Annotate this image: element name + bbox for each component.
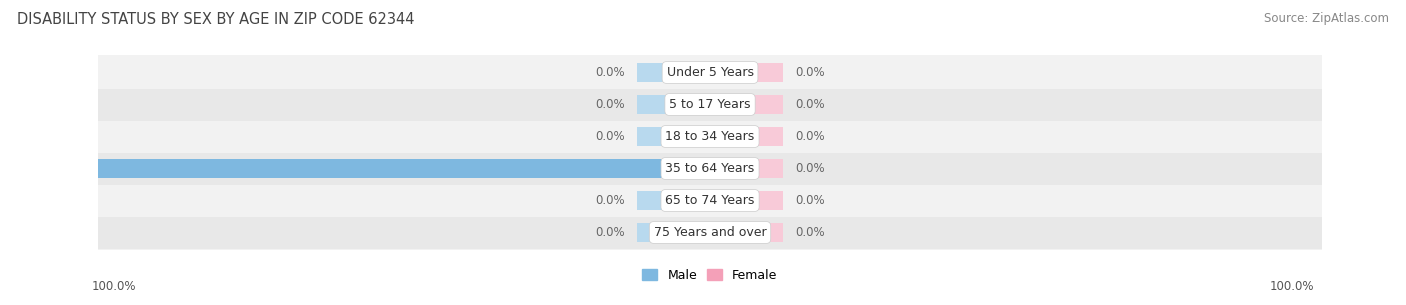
Bar (637, 127, 710, 146)
Bar (98, 185, 1322, 217)
Text: 0.0%: 0.0% (796, 98, 825, 111)
Bar (98, 217, 1322, 249)
Text: 0.0%: 0.0% (595, 66, 624, 79)
Bar (637, 95, 710, 114)
Text: 18 to 34 Years: 18 to 34 Years (665, 130, 755, 143)
Bar (710, 63, 783, 82)
Bar (98, 88, 1322, 120)
Bar (710, 223, 783, 242)
Text: 100.0%: 100.0% (91, 280, 136, 293)
Bar (710, 159, 783, 178)
Bar (98, 120, 1322, 152)
Text: DISABILITY STATUS BY SEX BY AGE IN ZIP CODE 62344: DISABILITY STATUS BY SEX BY AGE IN ZIP C… (17, 12, 415, 27)
Bar (98, 159, 710, 178)
Text: 0.0%: 0.0% (796, 130, 825, 143)
Text: 0.0%: 0.0% (796, 162, 825, 175)
Text: 65 to 74 Years: 65 to 74 Years (665, 194, 755, 207)
Bar (710, 191, 783, 210)
Text: Source: ZipAtlas.com: Source: ZipAtlas.com (1264, 12, 1389, 25)
Bar (710, 127, 783, 146)
Bar (637, 63, 710, 82)
Text: 0.0%: 0.0% (796, 66, 825, 79)
Text: 5 to 17 Years: 5 to 17 Years (669, 98, 751, 111)
Text: 35 to 64 Years: 35 to 64 Years (665, 162, 755, 175)
Bar (98, 56, 1322, 88)
Text: Under 5 Years: Under 5 Years (666, 66, 754, 79)
Text: 0.0%: 0.0% (595, 226, 624, 239)
Bar (710, 95, 783, 114)
Text: 0.0%: 0.0% (595, 194, 624, 207)
Text: 0.0%: 0.0% (796, 226, 825, 239)
Text: 0.0%: 0.0% (796, 194, 825, 207)
Text: 0.0%: 0.0% (595, 98, 624, 111)
Bar (637, 223, 710, 242)
Text: 0.0%: 0.0% (595, 130, 624, 143)
Text: 75 Years and over: 75 Years and over (654, 226, 766, 239)
Bar (637, 191, 710, 210)
Legend: Male, Female: Male, Female (637, 264, 783, 287)
Text: 100.0%: 100.0% (41, 162, 89, 175)
Text: 100.0%: 100.0% (1270, 280, 1315, 293)
Bar (98, 152, 1322, 185)
